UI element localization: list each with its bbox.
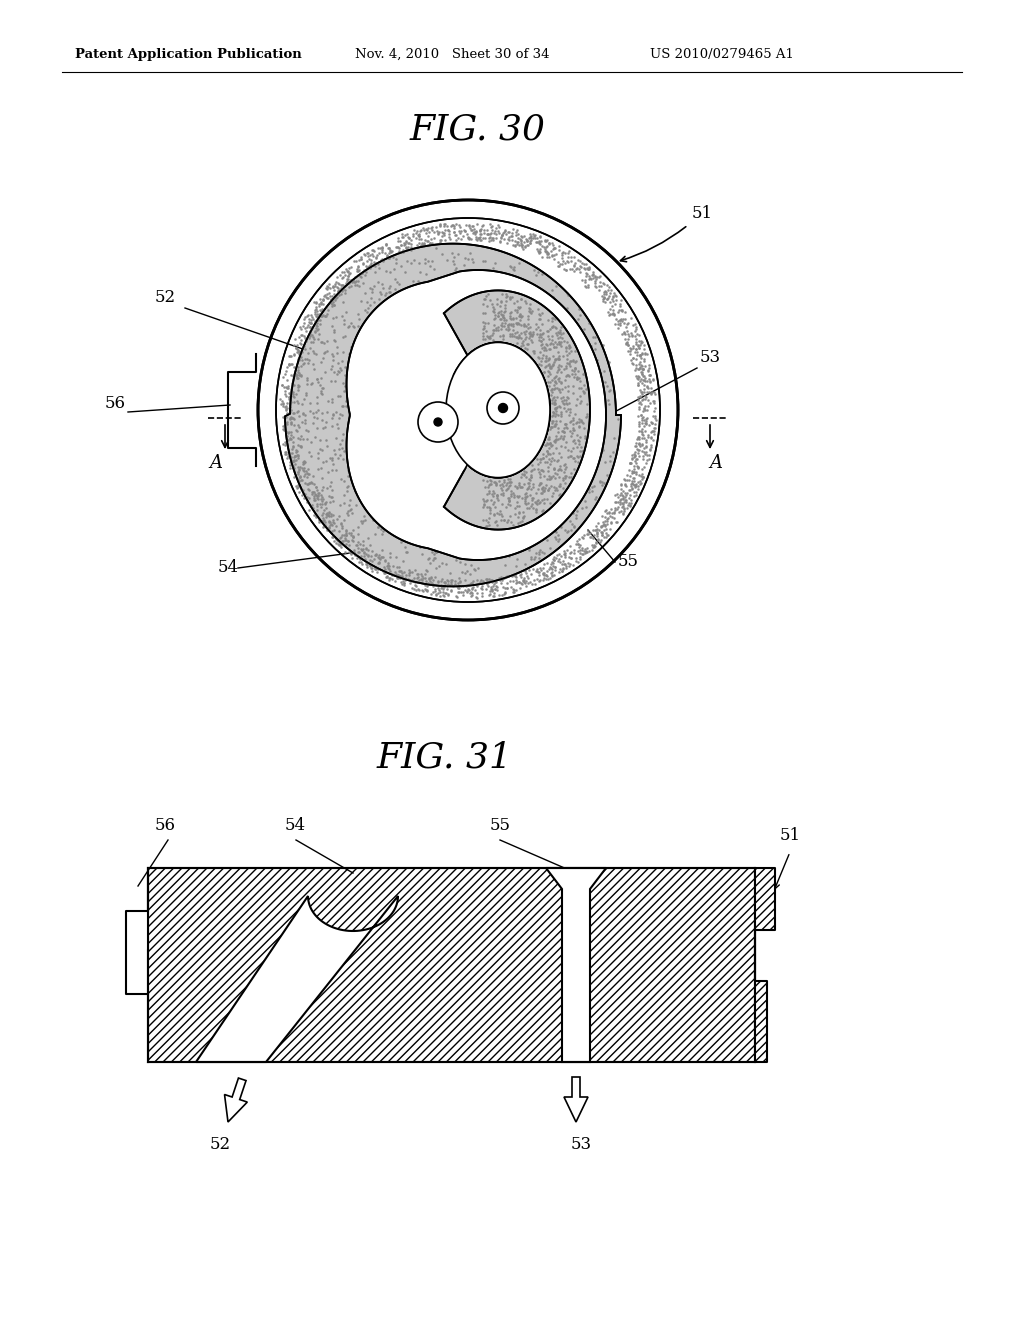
Text: 55: 55 — [490, 817, 511, 834]
Bar — [755, 981, 767, 1063]
Text: Patent Application Publication: Patent Application Publication — [75, 48, 302, 61]
Polygon shape — [126, 994, 148, 1063]
Circle shape — [418, 403, 458, 442]
Text: A: A — [710, 454, 723, 473]
Text: 56: 56 — [105, 395, 126, 412]
Polygon shape — [126, 911, 148, 949]
Circle shape — [499, 404, 508, 412]
Circle shape — [487, 392, 519, 424]
Circle shape — [278, 220, 658, 601]
Ellipse shape — [446, 342, 550, 478]
Text: A: A — [210, 454, 222, 473]
Text: FIG. 31: FIG. 31 — [377, 741, 513, 775]
Bar — [148, 869, 755, 1063]
Polygon shape — [755, 869, 775, 931]
Polygon shape — [196, 896, 398, 1063]
Text: 53: 53 — [700, 348, 721, 366]
Ellipse shape — [446, 342, 550, 478]
Polygon shape — [224, 1078, 247, 1122]
Polygon shape — [564, 1077, 588, 1122]
Text: 56: 56 — [155, 817, 176, 834]
Text: 53: 53 — [571, 1137, 592, 1152]
Polygon shape — [546, 869, 606, 1063]
Text: 54: 54 — [285, 817, 306, 834]
Bar — [148, 869, 755, 1063]
Polygon shape — [346, 271, 606, 560]
Circle shape — [434, 418, 442, 426]
Text: 52: 52 — [155, 289, 176, 306]
Text: 51: 51 — [780, 828, 801, 843]
Text: US 2010/0279465 A1: US 2010/0279465 A1 — [650, 48, 794, 61]
Polygon shape — [444, 290, 590, 529]
Polygon shape — [428, 313, 472, 490]
Text: FIG. 30: FIG. 30 — [410, 114, 546, 147]
Polygon shape — [755, 981, 767, 1063]
Bar — [148, 869, 755, 1063]
Text: 51: 51 — [692, 205, 713, 222]
Bar — [755, 869, 775, 931]
Text: 54: 54 — [218, 558, 240, 576]
Text: Nov. 4, 2010   Sheet 30 of 34: Nov. 4, 2010 Sheet 30 of 34 — [355, 48, 550, 61]
Text: 52: 52 — [210, 1137, 231, 1152]
Polygon shape — [285, 244, 621, 586]
Text: 55: 55 — [618, 553, 639, 570]
